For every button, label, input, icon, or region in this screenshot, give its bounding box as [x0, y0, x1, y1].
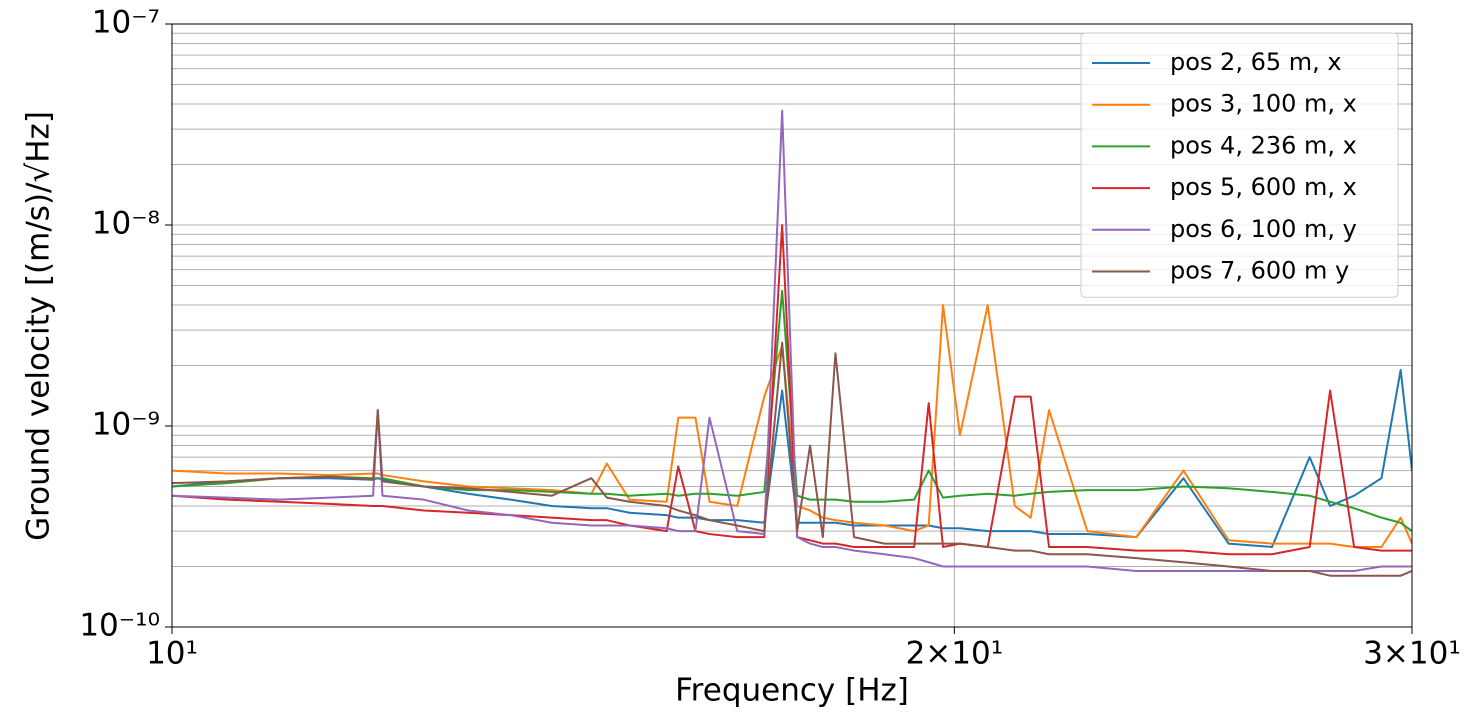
legend-text: pos 4, 236 m, x	[1170, 131, 1357, 159]
legend-text: pos 5, 600 m, x	[1170, 173, 1357, 201]
x-tick-label: 3×10¹	[1363, 636, 1461, 672]
series-line	[172, 109, 1412, 572]
legend-text: pos 2, 65 m, x	[1170, 48, 1342, 76]
series-line	[172, 341, 1412, 577]
y-tick-label: 10⁻¹⁰	[79, 608, 160, 644]
series-line	[172, 368, 1412, 549]
series-line	[172, 303, 1412, 549]
x-tick-label: 2×10¹	[906, 636, 1004, 672]
y-tick-label: 10⁻⁹	[92, 407, 160, 443]
x-tick-label: 10¹	[146, 636, 198, 672]
y-axis-label: Ground velocity [(m/s)/√Hz]	[21, 111, 57, 541]
legend-text: pos 6, 100 m, y	[1170, 215, 1357, 243]
x-axis-label: Frequency [Hz]	[675, 673, 909, 709]
legend-text: pos 3, 100 m, x	[1170, 90, 1357, 118]
y-tick-label: 10⁻⁸	[92, 206, 160, 242]
plot-frame	[171, 23, 1413, 628]
legend-text: pos 7, 600 m y	[1170, 257, 1349, 285]
y-tick-label: 10⁻⁷	[92, 5, 160, 41]
legend-box	[1080, 32, 1399, 298]
series-line	[172, 224, 1412, 556]
